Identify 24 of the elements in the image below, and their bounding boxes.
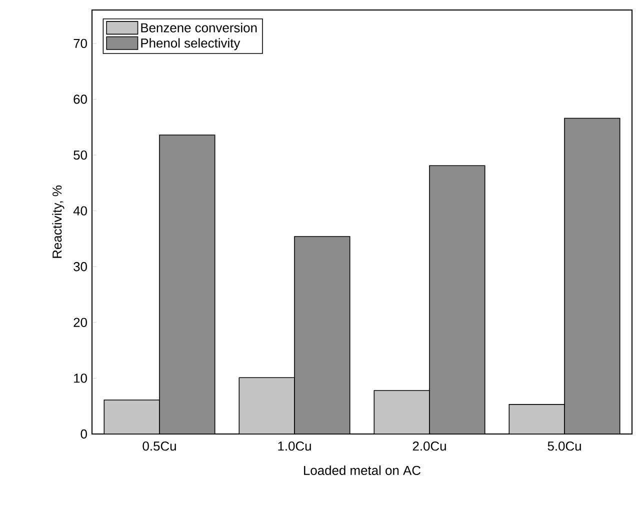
bar [239, 378, 295, 434]
y-tick-label: 50 [74, 150, 87, 160]
x-tick-label: 2.0Cu [412, 442, 446, 451]
bar [374, 390, 430, 434]
bar [508, 404, 565, 434]
x-tick-label: 1.0Cu [278, 442, 311, 451]
y-tick-label: 10 [74, 374, 87, 383]
bar [104, 400, 160, 434]
y-tick-label: 30 [74, 262, 87, 272]
x-axis-title: Loaded metal on AC [304, 466, 421, 476]
y-tick-label: 20 [74, 318, 87, 328]
bar [430, 166, 485, 434]
legend-label: Phenol selectivity [141, 38, 240, 50]
bar [160, 134, 215, 434]
y-tick-label: 60 [74, 94, 87, 104]
y-axis-title: Reactivity, % [52, 186, 64, 258]
bar [564, 118, 620, 434]
y-tick-label: 0 [80, 429, 87, 439]
x-tick-label: 5.0Cu [548, 442, 581, 451]
x-tick-label: 0.5Cu [142, 442, 176, 451]
y-tick-label: 40 [73, 206, 87, 216]
bar [294, 236, 350, 434]
legend-label: Benzene conversion [141, 22, 257, 32]
y-tick-label: 70 [74, 38, 87, 48]
